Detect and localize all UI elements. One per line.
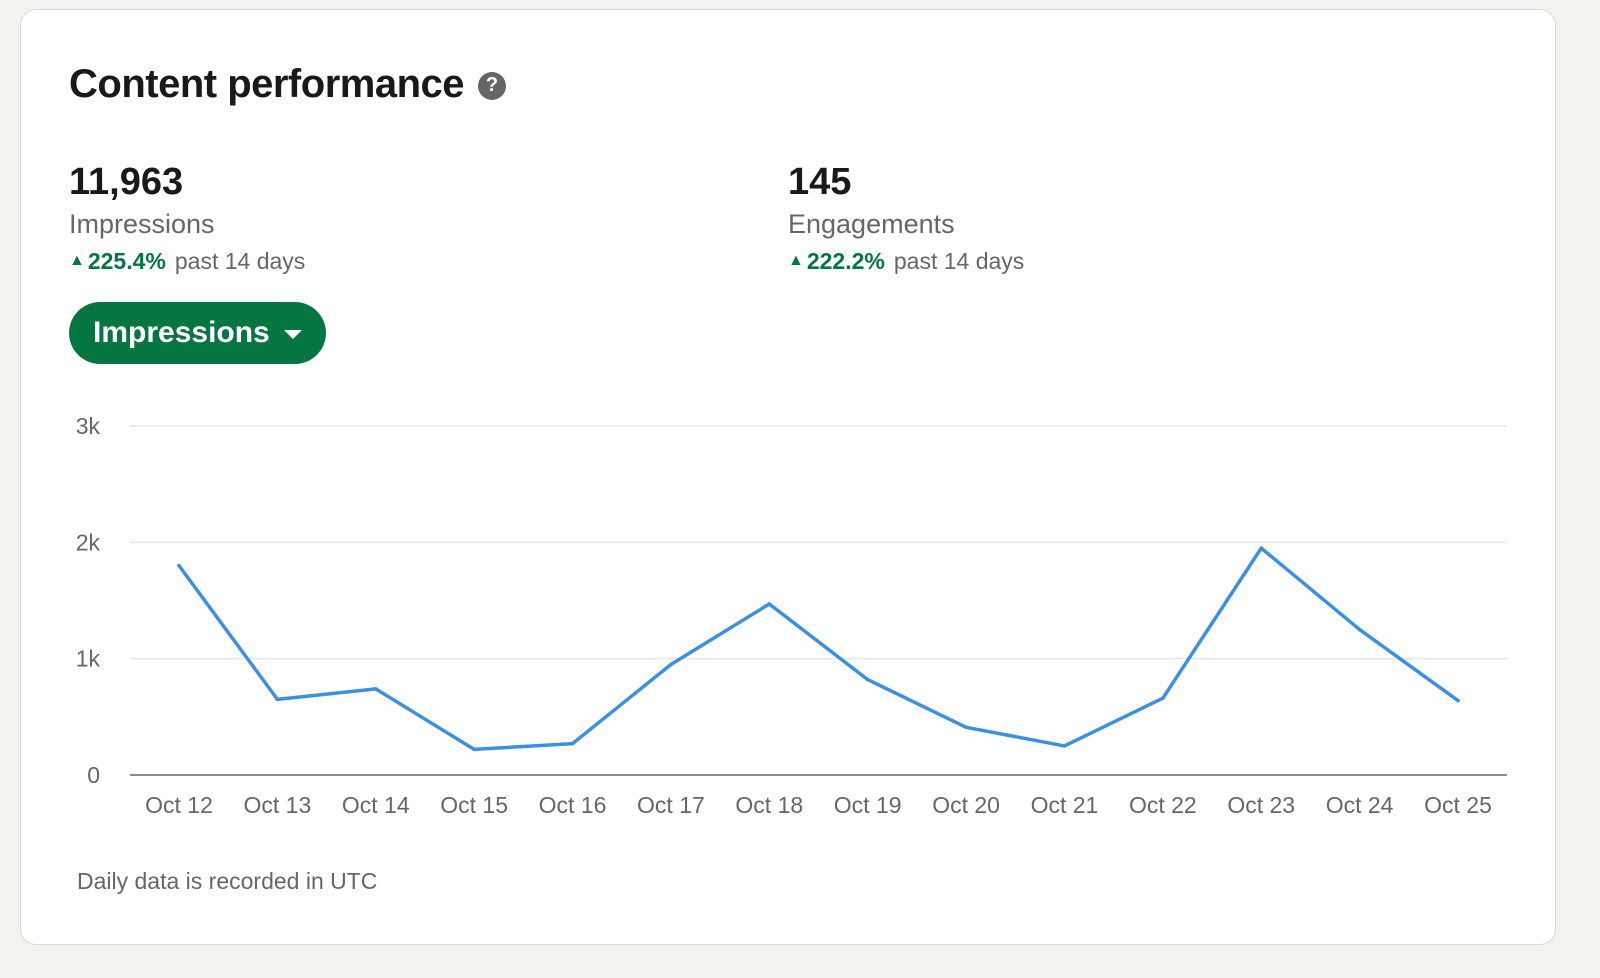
title-row: Content performance ? xyxy=(69,62,506,107)
data-point xyxy=(964,725,968,730)
triangle-up-icon: ▲ xyxy=(69,252,85,269)
data-point xyxy=(275,697,280,702)
x-tick-label: Oct 21 xyxy=(1031,792,1099,818)
metric-value: 11,963 xyxy=(69,161,184,203)
metric-value: 145 xyxy=(788,161,852,203)
metric-label: Engagements xyxy=(788,209,955,239)
x-tick-label: Oct 23 xyxy=(1227,792,1295,818)
data-point xyxy=(1456,698,1460,703)
footnote: Daily data is recorded in UTC xyxy=(77,868,378,894)
metric-dropdown[interactable]: Impressions xyxy=(69,302,326,364)
data-point xyxy=(472,747,476,752)
question-circle-icon[interactable]: ? xyxy=(478,71,506,100)
data-point xyxy=(1357,627,1362,632)
y-tick-label: 1k xyxy=(76,646,101,672)
x-tick-label: Oct 24 xyxy=(1326,792,1394,818)
change-period: past 14 days xyxy=(174,248,306,274)
series-line xyxy=(177,546,1460,752)
x-tick-label: Oct 19 xyxy=(834,792,902,818)
page-title: Content performance xyxy=(69,62,465,106)
data-point xyxy=(177,563,181,568)
x-tick-label: Oct 18 xyxy=(735,792,803,818)
x-tick-label: Oct 15 xyxy=(440,792,508,818)
change-percent: 222.2% xyxy=(806,248,885,274)
data-point xyxy=(1259,546,1264,550)
dropdown-selected-label: Impressions xyxy=(93,316,270,349)
x-tick-label: Oct 25 xyxy=(1424,792,1492,818)
content-performance-card: Content performance ? 11,963 Impressions… xyxy=(20,9,1556,945)
x-tick-label: Oct 16 xyxy=(539,792,607,818)
x-tick-label: Oct 17 xyxy=(637,792,705,818)
metric-change: ▲ 225.4% past 14 days xyxy=(69,244,305,278)
y-tick-label: 3k xyxy=(76,413,101,439)
x-tick-label: Oct 22 xyxy=(1129,792,1197,818)
x-tick-label: Oct 14 xyxy=(342,792,410,818)
change-period: past 14 days xyxy=(893,248,1025,274)
x-tick-label: Oct 12 xyxy=(145,792,213,818)
y-tick-label: 2k xyxy=(76,529,101,555)
x-tick-label: Oct 13 xyxy=(244,792,312,818)
data-point xyxy=(865,677,870,682)
metric-change: ▲ 222.2% past 14 days xyxy=(788,244,1024,278)
data-point xyxy=(767,602,772,606)
engagements-metric: 145 Engagements ▲ 222.2% past 14 days xyxy=(788,160,1024,278)
data-point xyxy=(1062,744,1067,748)
data-point xyxy=(1161,696,1165,701)
impressions-metric: 11,963 Impressions ▲ 225.4% past 14 days xyxy=(69,160,305,278)
impressions-line-chart: 0 1k 2k 3k Oct 12 Oct 13 Oct 14 Oct 15 Oct 16 Oct… xyxy=(76,413,1507,818)
triangle-up-icon: ▲ xyxy=(788,252,804,269)
change-percent: 225.4% xyxy=(87,248,166,274)
x-tick-label: Oct 20 xyxy=(932,792,1000,818)
data-point xyxy=(669,662,673,667)
data-point xyxy=(570,741,575,746)
data-point xyxy=(373,687,378,691)
y-tick-label: 0 xyxy=(87,762,100,788)
metric-label: Impressions xyxy=(69,209,215,239)
caret-down-icon xyxy=(283,329,302,339)
